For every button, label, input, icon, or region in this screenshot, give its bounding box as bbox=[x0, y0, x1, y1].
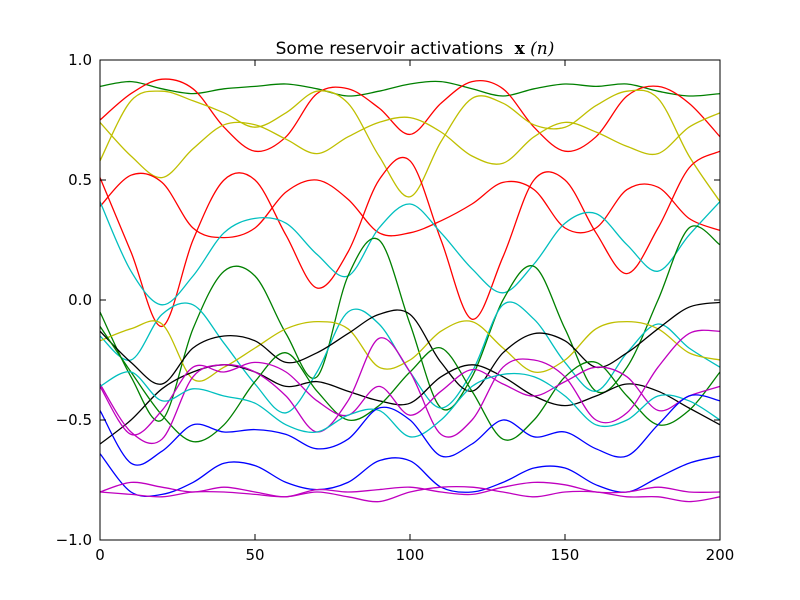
series-line-2 bbox=[99, 78, 721, 153]
series-line-14 bbox=[99, 329, 721, 445]
plot-frame bbox=[99, 59, 721, 541]
series-line-19 bbox=[99, 481, 721, 498]
series-line-1 bbox=[99, 80, 721, 97]
x-tick-label: 200 bbox=[706, 546, 735, 564]
series-line-18 bbox=[99, 453, 721, 497]
series-line-20 bbox=[99, 485, 721, 503]
y-tick-label: 0.5 bbox=[68, 171, 92, 189]
chart-title-math-symbol: x bbox=[515, 39, 526, 59]
x-tick-label: 150 bbox=[551, 546, 580, 564]
series-line-17 bbox=[99, 394, 721, 466]
series-line-5 bbox=[99, 172, 721, 239]
chart-title: Some reservoir activations x (n) bbox=[276, 39, 555, 59]
y-tick-label: 0.0 bbox=[68, 291, 92, 309]
series-line-3 bbox=[99, 89, 721, 202]
y-tick-label: −0.5 bbox=[56, 411, 92, 429]
chart-title-math-arg: (n) bbox=[530, 39, 554, 59]
chart-title-text: Some reservoir activations bbox=[276, 39, 504, 59]
tick-layer: 0 50 100 150 200 −1.0 −0.5 0.0 0.5 1.0 bbox=[56, 51, 735, 564]
series-line-16 bbox=[99, 371, 721, 438]
y-tick-label: −1.0 bbox=[56, 531, 92, 549]
series-line-10 bbox=[99, 320, 721, 382]
series-layer bbox=[99, 78, 721, 503]
series-line-15 bbox=[99, 361, 721, 436]
x-tick-label: 0 bbox=[95, 546, 105, 564]
x-tick-label: 100 bbox=[396, 546, 425, 564]
x-tick-label: 50 bbox=[245, 546, 264, 564]
series-line-6 bbox=[99, 150, 721, 328]
series-line-11 bbox=[99, 301, 721, 392]
series-line-4 bbox=[99, 112, 721, 179]
y-tick-label: 1.0 bbox=[68, 51, 92, 69]
series-line-7 bbox=[99, 201, 721, 306]
series-line-8 bbox=[99, 225, 721, 422]
